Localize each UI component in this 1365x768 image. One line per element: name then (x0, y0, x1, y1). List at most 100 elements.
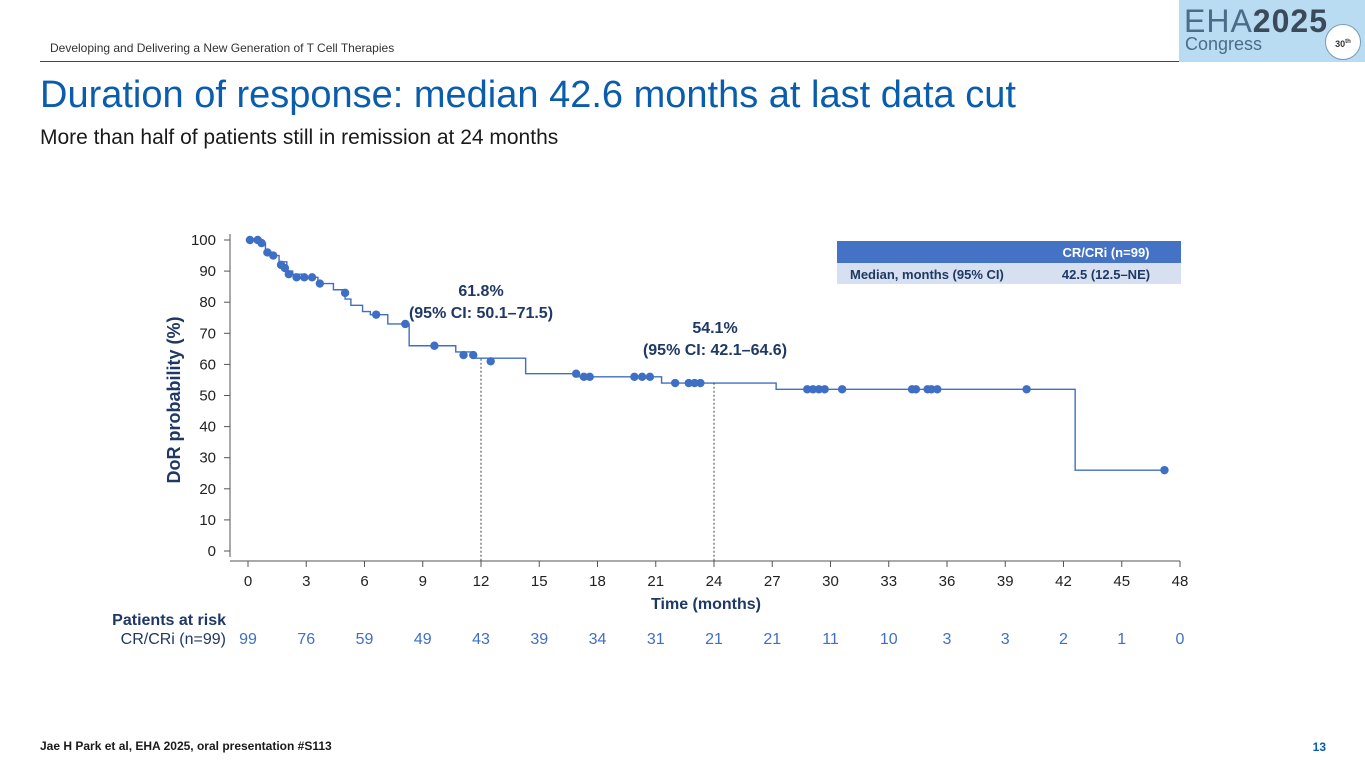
page-number: 13 (1312, 740, 1326, 754)
logo-wordmark: EHA2025 (1184, 3, 1328, 40)
y-tick-label: 0 (208, 543, 216, 560)
censor-mark (315, 279, 325, 288)
risk-count: 49 (414, 631, 432, 648)
censor-mark (630, 372, 639, 382)
summary-table-row-label: Median, months (95% CI) (850, 267, 1004, 282)
anniversary-badge: 30th (1325, 24, 1361, 60)
risk-count: 11 (822, 631, 839, 648)
censor-mark (579, 372, 589, 382)
x-tick-label: 42 (1055, 573, 1072, 590)
censor-mark (340, 288, 350, 298)
censor-mark (401, 319, 410, 329)
x-tick-label: 9 (419, 573, 427, 590)
y-tick-label: 30 (199, 450, 216, 467)
censor-mark (814, 385, 824, 394)
censor-mark (486, 357, 495, 366)
y-tick-label: 60 (199, 356, 216, 373)
y-tick-label: 10 (199, 512, 216, 529)
censor-mark (684, 378, 693, 388)
censor-mark (571, 369, 581, 378)
slide-subtitle: More than half of patients still in remi… (40, 126, 559, 149)
header-divider (40, 61, 1325, 62)
risk-count: 43 (472, 631, 490, 648)
y-tick-label: 70 (199, 325, 216, 342)
x-tick-label: 0 (244, 573, 252, 590)
risk-count: 0 (1176, 631, 1185, 648)
censor-mark (245, 235, 255, 245)
y-tick-label: 50 (199, 388, 216, 405)
x-tick-label: 48 (1172, 573, 1189, 590)
landmark-ci: (95% CI: 50.1–71.5) (409, 305, 553, 322)
censor-mark (269, 251, 278, 260)
anniversary-number: 30 (1335, 39, 1346, 49)
risk-count: 99 (239, 631, 257, 648)
x-tick-label: 21 (647, 573, 664, 590)
summary-table-header-label: CR/CRi (n=99) (1062, 245, 1149, 260)
risk-count: 34 (589, 631, 607, 648)
footer-reference: Jae H Park et al, EHA 2025, oral present… (40, 739, 332, 753)
risk-count: 39 (530, 631, 548, 648)
x-tick-label: 39 (997, 573, 1014, 590)
censor-mark (459, 350, 468, 360)
x-tick-label: 18 (589, 573, 606, 590)
censor-mark (371, 310, 381, 319)
censor-mark (808, 385, 818, 394)
risk-count: 3 (943, 631, 952, 648)
censor-mark (585, 372, 594, 382)
logo-congress: Congress (1185, 34, 1263, 54)
risk-count: 31 (647, 631, 665, 648)
y-tick-label: 20 (199, 481, 216, 498)
summary-table-header (837, 241, 1181, 263)
y-tick-label: 40 (199, 419, 216, 436)
eha-2025-congress-logo: EHA2025 Congress 30th (1179, 0, 1365, 62)
censor-mark (280, 263, 290, 273)
risk-count: 10 (880, 631, 898, 648)
censor-mark (1160, 465, 1169, 475)
slide-title: Duration of response: median 42.6 months… (40, 74, 1016, 116)
x-tick-label: 36 (939, 573, 956, 590)
logo-eha: EHA (1184, 3, 1253, 39)
landmark-estimate: 54.1% (692, 320, 737, 337)
censor-mark (430, 341, 439, 350)
censor-mark (927, 385, 936, 394)
y-axis-label: DoR probability (%) (164, 317, 184, 484)
censor-mark (933, 385, 942, 394)
y-tick-label: 80 (199, 294, 216, 311)
censor-mark (837, 385, 847, 394)
risk-count: 76 (297, 631, 315, 648)
censor-mark (645, 372, 655, 382)
risk-count: 1 (1117, 631, 1126, 648)
anniversary-suffix: th (1345, 39, 1351, 45)
x-tick-label: 27 (764, 573, 781, 590)
landmark-estimate: 61.8% (458, 283, 503, 300)
censor-mark (300, 273, 309, 282)
risk-count: 21 (763, 631, 781, 648)
risk-table-row-label: CR/CRi (n=99) (121, 631, 226, 648)
x-tick-label: 12 (473, 573, 490, 590)
x-tick-label: 45 (1113, 573, 1130, 590)
summary-table-row-value: 42.5 (12.5–NE) (1062, 267, 1150, 282)
risk-count: 3 (1001, 631, 1010, 648)
risk-count: 59 (356, 631, 374, 648)
risk-count: 21 (705, 631, 723, 648)
censor-mark (284, 270, 293, 279)
censor-mark (469, 350, 478, 360)
x-tick-label: 6 (360, 573, 368, 590)
censor-mark (307, 273, 317, 282)
x-axis-label: Time (months) (651, 596, 761, 613)
x-tick-label: 30 (822, 573, 839, 590)
risk-table-title: Patients at risk (112, 612, 226, 629)
risk-count: 2 (1059, 631, 1068, 648)
slide-tagline: Developing and Delivering a New Generati… (50, 41, 395, 55)
x-tick-label: 24 (706, 573, 723, 590)
censor-mark (257, 238, 266, 248)
x-tick-label: 33 (880, 573, 897, 590)
censor-mark (670, 378, 680, 388)
y-tick-label: 90 (199, 263, 216, 280)
censor-mark (637, 372, 647, 382)
censor-mark (696, 378, 705, 388)
censor-mark (292, 273, 301, 282)
censor-mark (820, 385, 829, 394)
censor-mark (803, 385, 812, 394)
